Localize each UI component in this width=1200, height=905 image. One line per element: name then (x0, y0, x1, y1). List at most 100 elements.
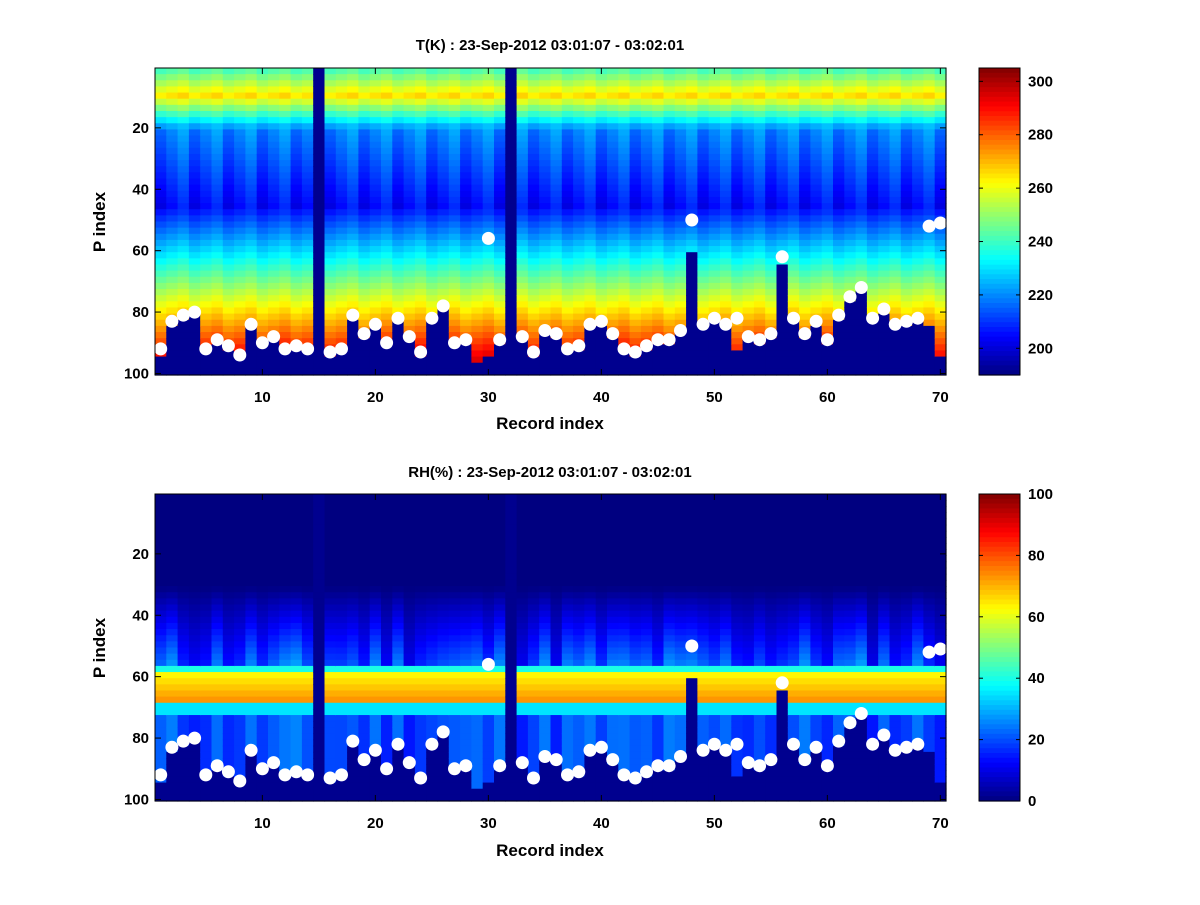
heatmap-cell (652, 185, 664, 192)
heatmap-cell (833, 166, 845, 173)
surface-marker (335, 342, 348, 355)
heatmap-cell (686, 289, 698, 296)
heatmap-cell (200, 258, 212, 265)
heatmap-cell (404, 129, 416, 136)
heatmap-cell (528, 252, 540, 259)
heatmap-cell (291, 494, 303, 501)
heatmap-cell (675, 357, 687, 364)
heatmap-cell (291, 105, 303, 112)
heatmap-column (788, 68, 800, 376)
heatmap-cell (325, 129, 337, 136)
heatmap-cell (234, 678, 246, 685)
heatmap-cell (212, 543, 224, 550)
heatmap-cell (279, 592, 291, 599)
heatmap-cell (923, 172, 935, 179)
heatmap-cell (381, 179, 393, 186)
heatmap-cell (325, 666, 337, 673)
heatmap-cell (856, 117, 868, 124)
heatmap-cell (641, 258, 653, 265)
heatmap-cell (279, 746, 291, 753)
heatmap-cell (505, 252, 517, 259)
heatmap-cell (223, 68, 235, 75)
heatmap-cell (155, 209, 167, 216)
heatmap-cell (562, 93, 574, 100)
heatmap-cell (799, 277, 811, 284)
heatmap-cell (596, 344, 608, 351)
heatmap-cell (912, 86, 924, 93)
heatmap-cell (166, 678, 178, 685)
heatmap-cell (415, 727, 427, 734)
heatmap-cell (178, 357, 190, 364)
heatmap-column (291, 494, 303, 802)
heatmap-cell (381, 154, 393, 161)
heatmap-cell (426, 197, 438, 204)
heatmap-cell (302, 758, 314, 765)
heatmap-cell (641, 271, 653, 278)
heatmap-cell (505, 283, 517, 290)
heatmap-cell (313, 617, 325, 624)
heatmap-cell (189, 136, 201, 143)
heatmap-cell (155, 234, 167, 241)
heatmap-cell (539, 166, 551, 173)
heatmap-cell (189, 123, 201, 130)
heatmap-cell (890, 234, 902, 241)
heatmap-cell (279, 740, 291, 747)
heatmap-cell (178, 568, 190, 575)
colorbar-segment (979, 178, 1020, 183)
heatmap-cell (370, 666, 382, 673)
surface-marker (719, 318, 732, 331)
heatmap-cell (471, 332, 483, 339)
heatmap-cell (720, 197, 732, 204)
heatmap-cell (415, 326, 427, 333)
heatmap-cell (517, 228, 529, 235)
heatmap-cell (155, 703, 167, 710)
heatmap-cell (743, 222, 755, 229)
heatmap-cell (505, 240, 517, 247)
heatmap-cell (618, 295, 630, 302)
heatmap-cell (618, 246, 630, 253)
heatmap-cell (234, 684, 246, 691)
heatmap-cell (336, 592, 348, 599)
heatmap-cell (279, 783, 291, 790)
heatmap-cell (257, 727, 269, 734)
heatmap-cell (505, 99, 517, 106)
heatmap-cell (799, 363, 811, 370)
heatmap-cell (460, 320, 472, 327)
heatmap-cell (426, 215, 438, 222)
heatmap-cell (200, 555, 212, 562)
heatmap-cell (392, 605, 404, 612)
heatmap-cell (471, 228, 483, 235)
heatmap-cell (777, 179, 789, 186)
heatmap-cell (449, 111, 461, 118)
heatmap-cell (618, 277, 630, 284)
heatmap-column (483, 68, 495, 376)
heatmap-cell (223, 301, 235, 308)
heatmap-cell (313, 326, 325, 333)
heatmap-cell (381, 258, 393, 265)
heatmap-cell (234, 191, 246, 198)
heatmap-cell (166, 598, 178, 605)
heatmap-cell (381, 733, 393, 740)
heatmap-cell (844, 363, 856, 370)
heatmap-cell (313, 74, 325, 81)
heatmap-cell (833, 179, 845, 186)
heatmap-cell (562, 228, 574, 235)
heatmap-cell (358, 80, 370, 87)
heatmap-cell (686, 332, 698, 339)
heatmap-cell (268, 500, 280, 507)
heatmap-cell (325, 733, 337, 740)
heatmap-cell (494, 271, 506, 278)
heatmap-cell (856, 93, 868, 100)
heatmap-cell (415, 623, 427, 630)
heatmap-cell (652, 289, 664, 296)
heatmap-cell (471, 289, 483, 296)
heatmap-cell (449, 234, 461, 241)
heatmap-cell (765, 111, 777, 118)
heatmap-cell (381, 506, 393, 513)
heatmap-cell (878, 111, 890, 118)
heatmap-cell (573, 99, 585, 106)
heatmap-cell (765, 203, 777, 210)
heatmap-column (234, 494, 246, 802)
heatmap-cell (731, 123, 743, 130)
heatmap-cell (200, 740, 212, 747)
